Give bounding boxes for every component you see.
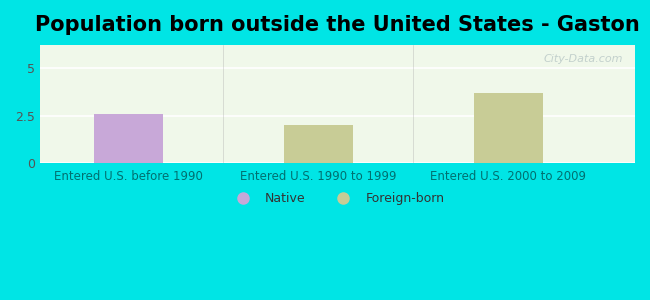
Bar [94,114,163,163]
Bar [473,93,543,163]
Title: Population born outside the United States - Gaston: Population born outside the United State… [35,15,640,35]
Text: City-Data.com: City-Data.com [543,54,623,64]
Legend: Native, Foreign-born: Native, Foreign-born [225,187,450,210]
Bar [283,125,353,163]
